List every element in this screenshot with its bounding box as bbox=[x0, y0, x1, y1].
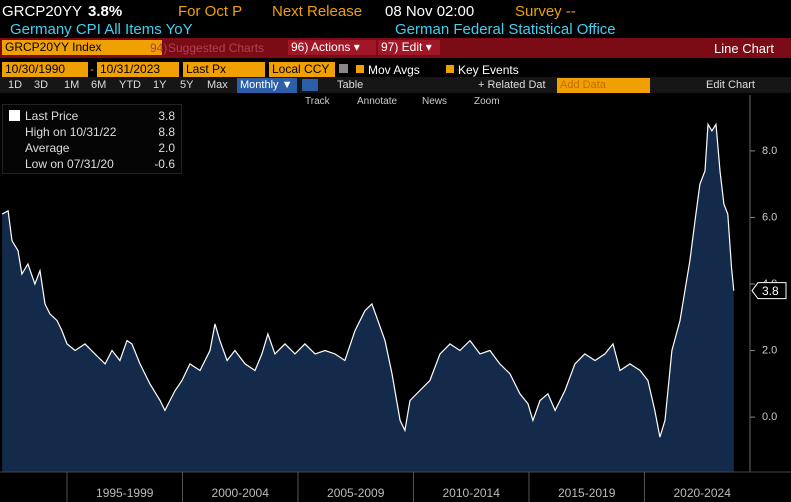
x-period-label: 2020-2024 bbox=[673, 486, 731, 500]
date-separator: - bbox=[90, 62, 94, 76]
area bbox=[2, 124, 734, 473]
related[interactable]: + Related Dat bbox=[478, 79, 546, 91]
add-data[interactable]: Add Data bbox=[557, 78, 650, 93]
edit-chart[interactable]: Edit Chart bbox=[706, 79, 755, 91]
table[interactable]: Table bbox=[337, 79, 364, 91]
source: German Federal Statistical Office bbox=[395, 21, 616, 38]
y-tick-label: 6.0 bbox=[762, 211, 777, 223]
legend-label: Low on 07/31/20 bbox=[25, 157, 114, 171]
legend-value: 8.8 bbox=[158, 125, 175, 139]
field[interactable]: Last Px bbox=[183, 62, 265, 77]
legend-label: Average bbox=[25, 141, 70, 155]
range-button[interactable]: 5Y bbox=[180, 79, 194, 91]
end-date[interactable]: 10/31/2023 bbox=[97, 62, 179, 77]
frequency[interactable]: Monthly ▼ bbox=[237, 78, 297, 93]
plot bbox=[1, 122, 735, 473]
suggested-num: 94) bbox=[150, 41, 168, 55]
period: For Oct P bbox=[178, 3, 243, 20]
y-tick-label: 2.0 bbox=[762, 344, 777, 356]
line-icon[interactable] bbox=[302, 79, 318, 91]
range-button[interactable]: 6M bbox=[91, 79, 107, 91]
tool-button[interactable]: Annotate bbox=[357, 96, 398, 107]
last-value-label: 3.8 bbox=[762, 284, 779, 298]
tool-button[interactable]: Zoom bbox=[474, 96, 500, 107]
suggested[interactable]: Suggested Charts bbox=[168, 41, 265, 55]
range-button[interactable]: Max bbox=[207, 79, 228, 91]
last-value: 3.8% bbox=[88, 3, 123, 20]
currency[interactable]: Local CCY bbox=[269, 62, 335, 77]
checkbox[interactable] bbox=[356, 65, 364, 73]
tool-button[interactable]: Track bbox=[305, 96, 330, 107]
start-date[interactable]: 10/30/1990 bbox=[2, 62, 88, 77]
chart-type: Line Chart bbox=[714, 41, 774, 56]
range-button[interactable]: 1M bbox=[64, 79, 80, 91]
x-period-label: 2010-2014 bbox=[443, 486, 501, 500]
x-period-label: 2015-2019 bbox=[558, 486, 616, 500]
key-events[interactable]: Key Events bbox=[458, 63, 519, 77]
range-button[interactable]: 1D bbox=[8, 79, 23, 91]
next-release-label: Next Release bbox=[272, 3, 363, 20]
security[interactable]: GRCP20YY Index bbox=[2, 40, 162, 55]
survey: Survey -- bbox=[515, 3, 576, 20]
legend-value: 2.0 bbox=[158, 141, 175, 155]
checkbox[interactable] bbox=[446, 65, 454, 73]
x-period-label: 2000-2004 bbox=[212, 486, 270, 500]
next-release: 08 Nov 02:00 bbox=[385, 3, 475, 20]
legend-swatch bbox=[9, 110, 20, 121]
range-button[interactable]: 1Y bbox=[153, 79, 167, 91]
last-value-tag bbox=[751, 282, 787, 300]
legend-label: High on 10/31/22 bbox=[25, 125, 117, 139]
y-tick-label: 0.0 bbox=[762, 411, 777, 423]
legend-value: -0.6 bbox=[154, 157, 175, 171]
x-period-label: 1995-1999 bbox=[96, 486, 154, 500]
line bbox=[1, 122, 735, 438]
range-button[interactable]: YTD bbox=[119, 79, 141, 91]
edit[interactable]: 97) Edit ▾ bbox=[378, 40, 440, 55]
x-period-label: 2005-2009 bbox=[327, 486, 385, 500]
legend-value: 3.8 bbox=[158, 109, 175, 123]
ticker: GRCP20YY bbox=[2, 3, 83, 20]
dropdown[interactable] bbox=[339, 64, 348, 73]
description: Germany CPI All Items YoY bbox=[10, 21, 193, 38]
legend-label: Last Price bbox=[25, 109, 79, 123]
tool-button[interactable]: News bbox=[422, 96, 448, 107]
legend: Last Price 3.8 High on 10/31/22 8.8 Average 2… bbox=[2, 104, 182, 174]
actions[interactable]: 96) Actions ▾ bbox=[288, 40, 376, 55]
y-tick-label: 8.0 bbox=[762, 145, 777, 157]
mov-avgs[interactable]: Mov Avgs bbox=[368, 63, 420, 77]
range-button[interactable]: 3D bbox=[34, 79, 49, 91]
